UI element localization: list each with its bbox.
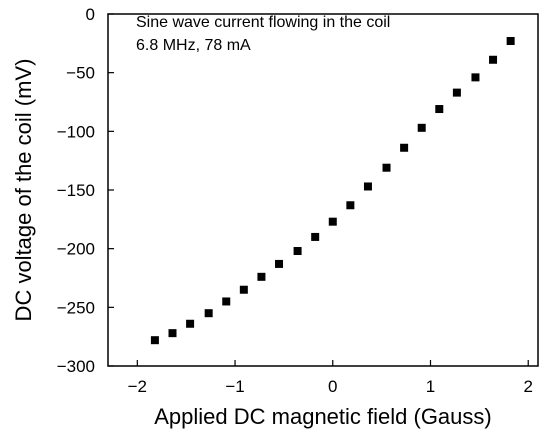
y-axis-title: DC voltage of the coil (mV): [11, 59, 36, 322]
data-point: [400, 143, 409, 152]
data-point: [222, 297, 231, 306]
x-tick-label: 2: [523, 377, 532, 396]
data-point: [168, 329, 177, 338]
x-tick-label: 0: [328, 377, 337, 396]
data-point: [311, 232, 320, 241]
data-point: [346, 201, 355, 210]
y-tick-label: −250: [57, 298, 95, 317]
x-tick-label: 1: [426, 377, 435, 396]
data-point: [257, 272, 266, 281]
y-tick-label: −300: [57, 357, 95, 376]
data-point: [328, 217, 337, 226]
y-tick-label: −100: [57, 122, 95, 141]
data-point: [452, 88, 461, 97]
y-axis-ticks: 0 −50 −100 −150 −200 −250 −300: [57, 5, 114, 376]
annotation-line-2: 6.8 MHz, 78 mA: [136, 37, 251, 54]
data-point: [239, 285, 248, 294]
data-point: [382, 163, 391, 172]
plot-frame: [107, 13, 539, 367]
data-point: [471, 73, 480, 82]
data-point: [506, 36, 515, 45]
data-point: [204, 309, 213, 318]
x-tick-label: −2: [128, 377, 147, 396]
x-axis-ticks: −2 −1 0 1 2: [128, 360, 533, 396]
data-point: [489, 55, 498, 64]
data-point: [417, 123, 426, 132]
x-tick-label: −1: [225, 377, 244, 396]
data-point: [293, 247, 302, 256]
data-point: [186, 319, 195, 328]
data-point: [363, 182, 372, 191]
annotation-line-1: Sine wave current flowing in the coil: [136, 14, 390, 31]
x-axis-title: Applied DC magnetic field (Gauss): [154, 404, 491, 429]
data-point: [150, 336, 159, 345]
y-tick-label: −200: [57, 240, 95, 259]
y-tick-label: −50: [66, 64, 95, 83]
y-tick-label: 0: [86, 5, 95, 24]
data-point: [275, 259, 284, 268]
y-tick-label: −150: [57, 181, 95, 200]
data-points: [150, 36, 515, 345]
data-point: [435, 105, 444, 114]
